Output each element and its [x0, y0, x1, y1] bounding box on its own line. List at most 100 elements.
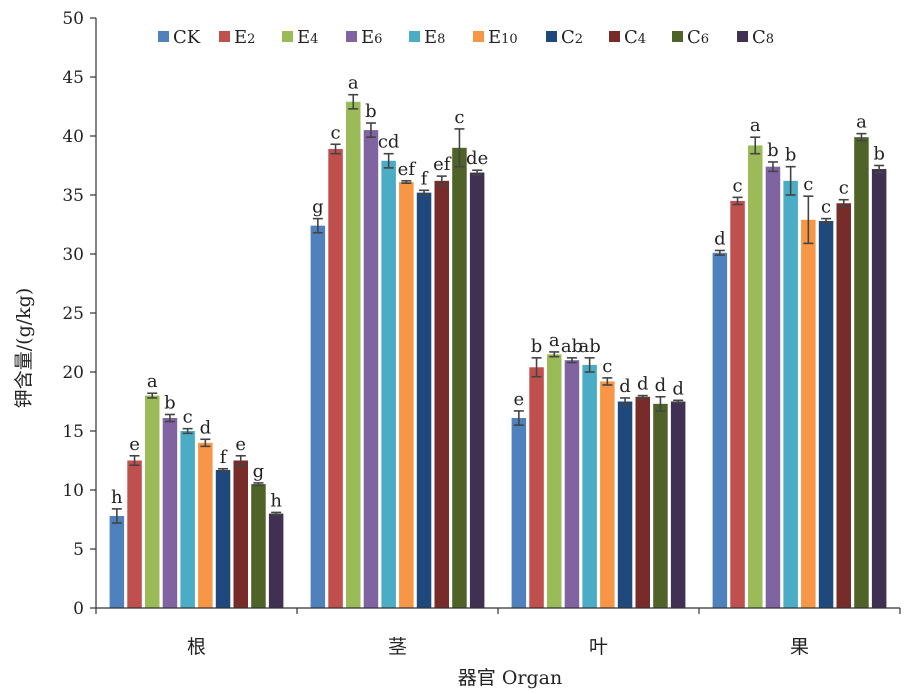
bar	[600, 381, 615, 608]
bar	[215, 469, 231, 608]
significance-label: c	[331, 122, 341, 143]
significance-label: d	[672, 378, 684, 399]
bar	[180, 431, 195, 608]
bar	[854, 137, 869, 608]
x-category-label: 根	[187, 636, 206, 658]
legend: CK E2 E4 E6 E8 E10 C2 C4 C6 C8	[158, 27, 774, 48]
significance-label: e	[235, 434, 246, 455]
y-tick-label: 30	[62, 245, 84, 265]
significance-label: a	[750, 115, 761, 136]
legend-swatch	[473, 31, 484, 42]
bar	[346, 101, 361, 608]
significance-label: d	[200, 417, 212, 438]
legend-label: C8	[752, 27, 774, 48]
significance-label: c	[733, 175, 743, 196]
bar	[434, 180, 449, 608]
significance-label: de	[466, 148, 488, 169]
significance-label: ef	[398, 159, 417, 180]
bar	[363, 130, 379, 608]
y-tick-label: 45	[62, 68, 84, 88]
bar	[233, 460, 248, 608]
significance-label: g	[253, 461, 265, 482]
significance-label: c	[602, 356, 612, 377]
bar	[328, 148, 343, 609]
significance-label: b	[531, 336, 543, 357]
significance-label: d	[655, 375, 667, 396]
y-tick-label: 0	[73, 599, 84, 619]
bar	[836, 203, 851, 608]
significance-label: ab	[561, 336, 583, 357]
legend-swatch	[737, 31, 748, 42]
x-axis-title: 器官 Organ	[458, 667, 562, 689]
bar	[712, 252, 728, 608]
y-tick-label: 15	[62, 422, 84, 442]
bar	[162, 418, 178, 608]
bar	[469, 172, 485, 608]
bar	[670, 401, 686, 608]
significance-label: a	[147, 371, 158, 392]
y-tick-label: 50	[62, 9, 84, 29]
bar	[198, 442, 213, 608]
y-axis-title: 钾含量/(g/kg)	[13, 288, 35, 408]
significance-label: b	[365, 101, 377, 122]
legend-label: C6	[687, 27, 709, 48]
significance-label: c	[183, 407, 193, 428]
significance-label: c	[821, 197, 831, 218]
bar	[635, 396, 650, 608]
legend-label: E6	[361, 27, 382, 48]
y-axis: 0 5 10 15 20 25 30 35 40 45 50	[62, 9, 97, 619]
bar	[871, 169, 887, 609]
significance-label: c	[803, 174, 813, 195]
y-tick-label: 25	[62, 304, 84, 324]
significance-label: b	[873, 144, 885, 165]
bar	[310, 225, 326, 608]
bar	[511, 418, 527, 608]
legend-label: CK	[173, 27, 201, 48]
x-category-label: 果	[790, 636, 809, 658]
significance-label: h	[111, 487, 123, 508]
y-tick-label: 5	[73, 540, 84, 560]
y-tick-label: 10	[62, 481, 84, 501]
bar	[145, 395, 160, 608]
significance-label: c	[454, 107, 464, 128]
significance-label: b	[767, 140, 779, 161]
legend-label: C4	[624, 27, 646, 48]
significance-label: f	[421, 168, 429, 189]
significance-label: d	[714, 228, 726, 249]
legend-label: E8	[424, 27, 445, 48]
x-category-label: 叶	[589, 636, 608, 658]
legend-swatch	[346, 31, 357, 42]
bar	[399, 182, 414, 608]
bar	[381, 160, 396, 608]
bar	[529, 367, 544, 608]
bar	[582, 364, 597, 608]
significance-label: d	[637, 374, 649, 395]
legend-swatch	[219, 31, 230, 42]
y-tick-label: 35	[62, 186, 84, 206]
bar	[416, 192, 432, 608]
bar	[617, 401, 633, 608]
significance-label: a	[549, 330, 560, 351]
bar	[783, 180, 798, 608]
significance-label: ef	[433, 154, 452, 175]
bar	[564, 360, 580, 608]
significance-label: a	[856, 112, 867, 133]
significance-label: c	[839, 178, 849, 199]
x-axis: 根茎叶果	[95, 607, 901, 658]
legend-swatch	[282, 31, 293, 42]
significance-label: e	[129, 434, 140, 455]
bar	[109, 515, 125, 608]
legend-label: E4	[297, 27, 318, 48]
bar	[547, 354, 562, 608]
legend-swatch	[158, 31, 169, 42]
bar	[653, 403, 668, 608]
bar	[268, 513, 284, 608]
bar	[748, 145, 763, 608]
legend-swatch	[672, 31, 683, 42]
significance-label: g	[312, 197, 324, 218]
significance-label: cd	[378, 132, 400, 153]
significance-label: b	[785, 145, 797, 166]
bar	[251, 484, 266, 608]
